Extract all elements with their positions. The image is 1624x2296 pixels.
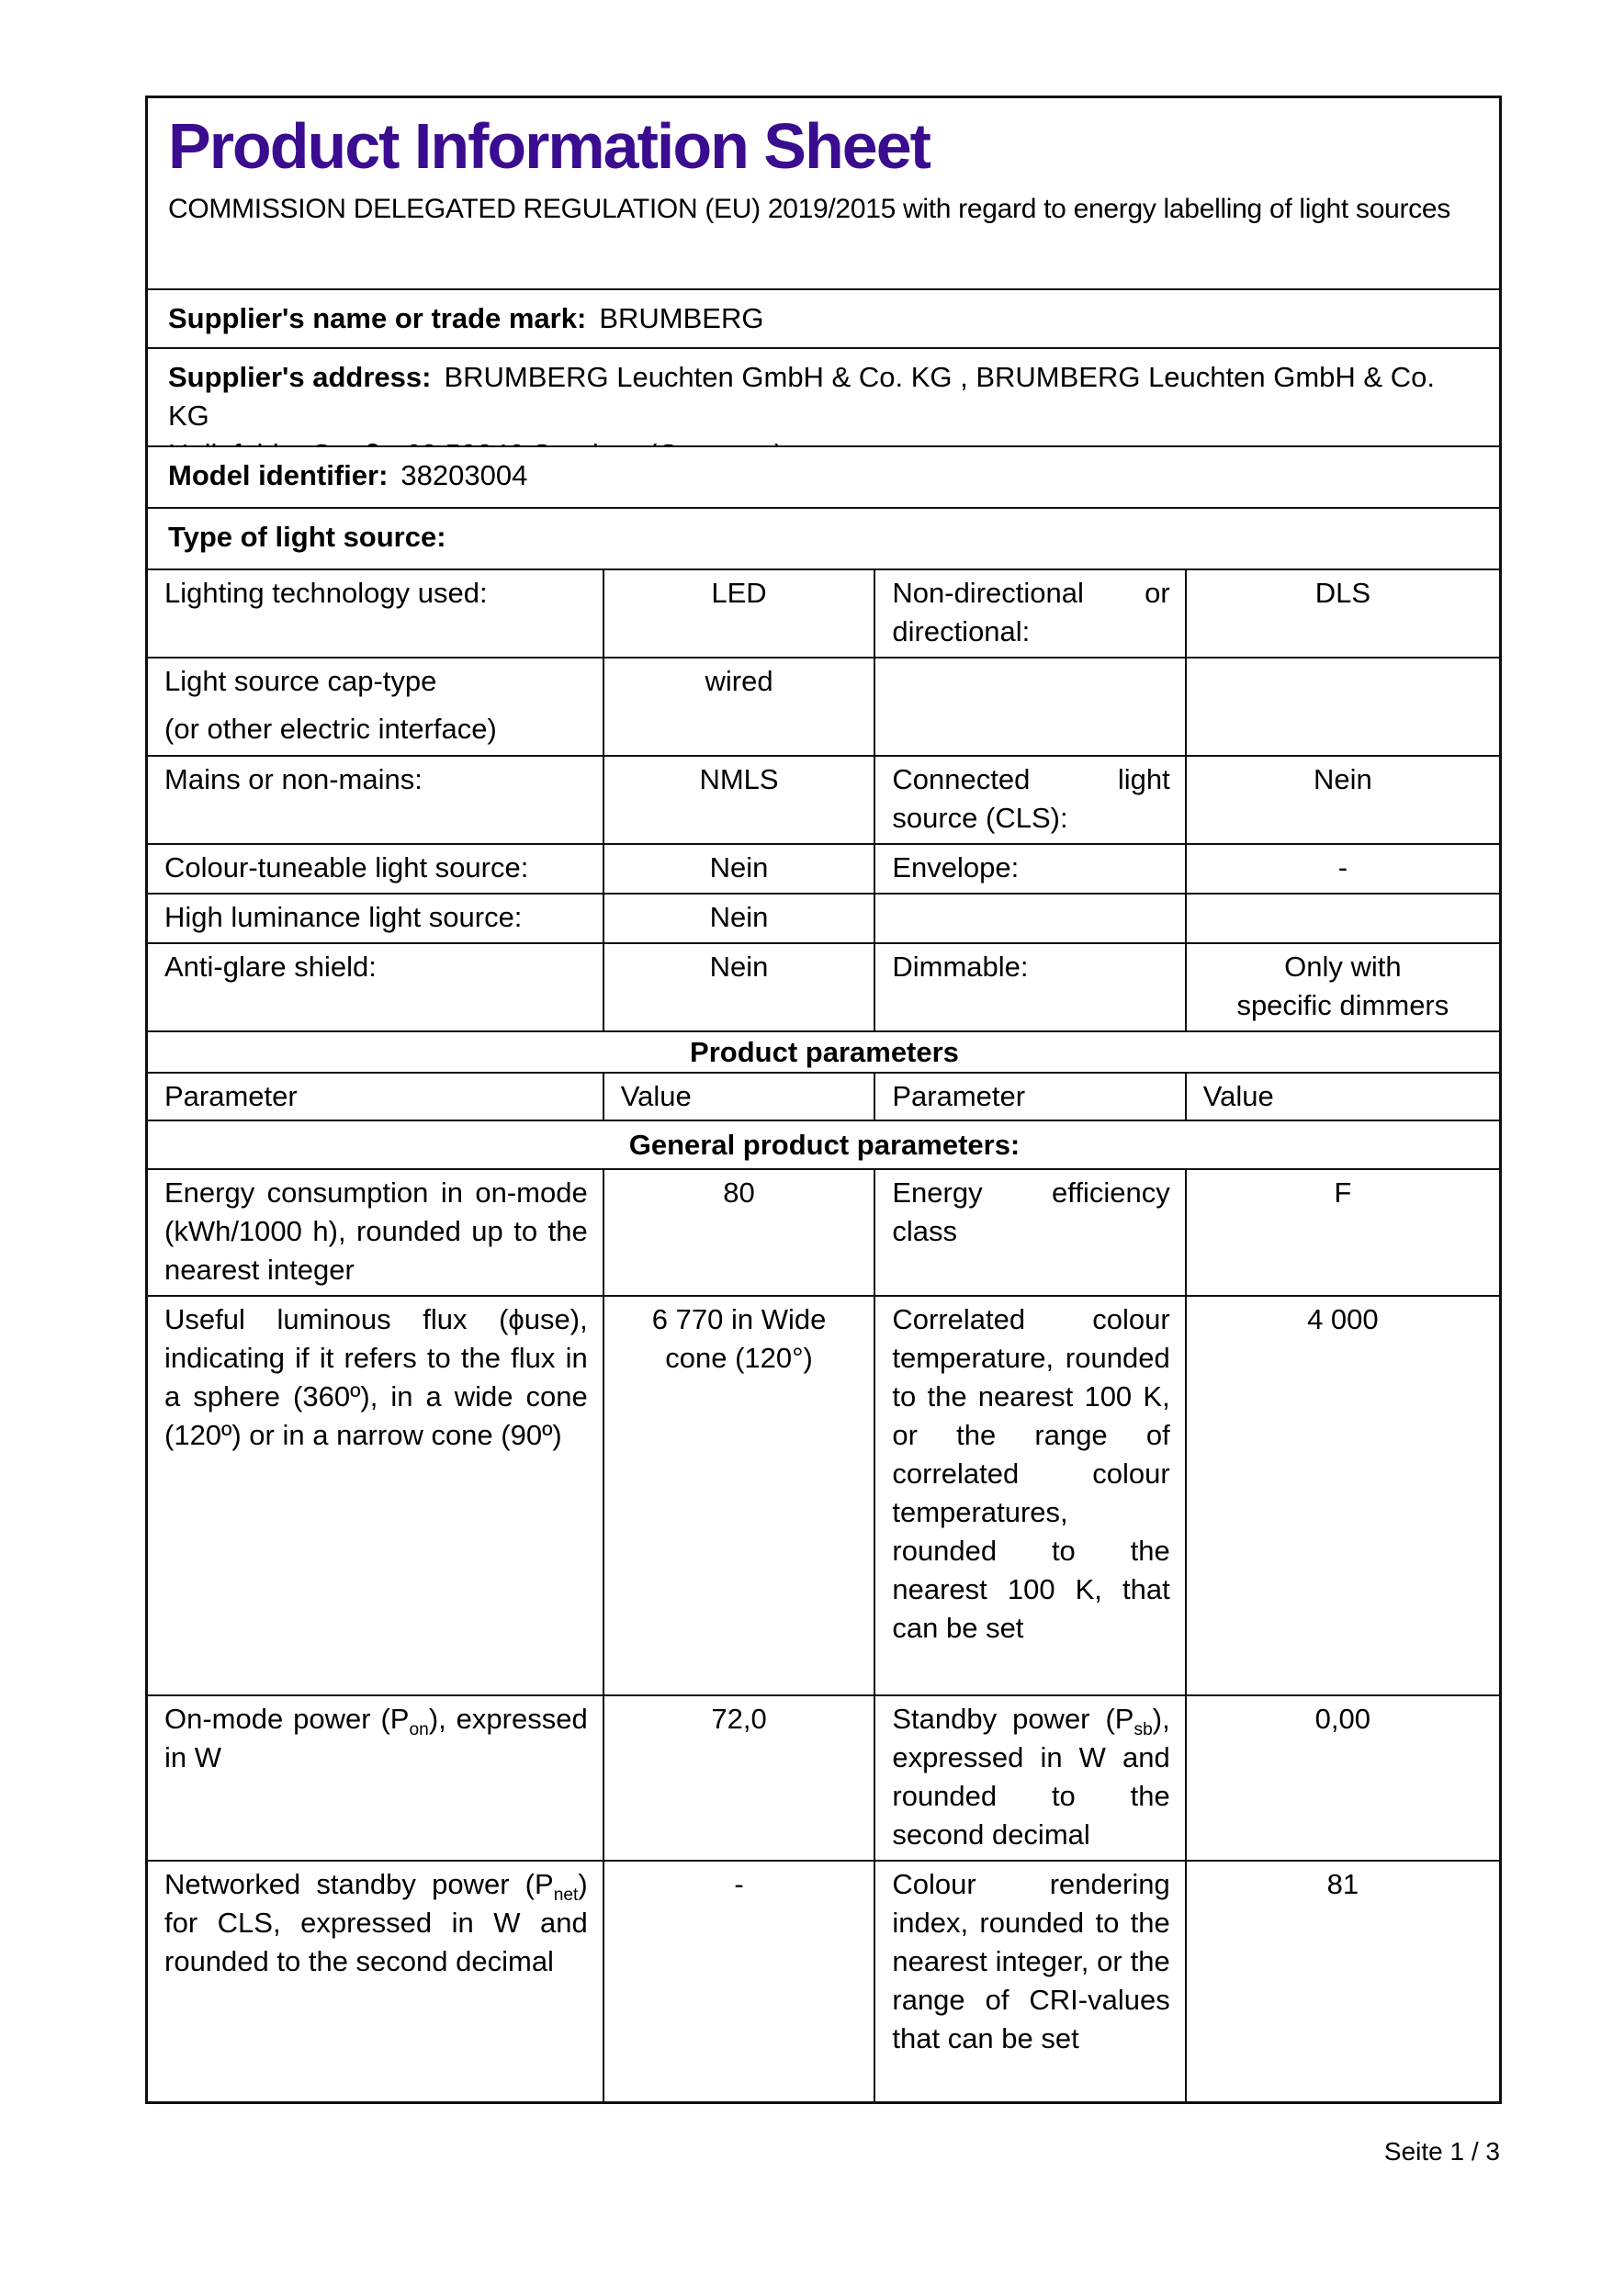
value-cell: Nein (602, 843, 876, 895)
table-row: Light source cap-type (or other electric… (148, 657, 1499, 757)
value-cell: 6 770 in Wide cone (120°) (602, 1295, 876, 1696)
table-row: Networked standby power (Pnet) for CLS, … (148, 1860, 1499, 2101)
value-cell: Nein (1184, 755, 1499, 845)
param-subscript: net (553, 1885, 579, 1906)
model-identifier-label: Model identifier: (168, 459, 389, 491)
param-cell: Envelope: (874, 843, 1187, 895)
column-header: Value (602, 1072, 876, 1121)
param-cell: Useful luminous flux (ϕuse), indicating … (148, 1295, 604, 1696)
value-cell: wired (602, 657, 876, 757)
param-cell: Correlated colour temperature, rounded t… (874, 1295, 1187, 1696)
param-text: On-mode power (P (164, 1703, 410, 1735)
page-number: Seite 1 / 3 (1383, 2137, 1500, 2166)
param-text: ), expressed in W (164, 1703, 588, 1773)
param-cell: Non-directional or directional: (874, 570, 1187, 658)
table-row: On-mode power (Pon), expressed in W 72,0… (148, 1694, 1499, 1862)
value-line1: Only with (1284, 951, 1402, 983)
empty-cell (874, 893, 1187, 944)
value-cell: DLS (1184, 570, 1499, 658)
value-line1: 6 770 in Wide (651, 1303, 827, 1335)
column-header: Parameter (874, 1072, 1187, 1121)
empty-cell (1184, 657, 1499, 757)
section-header-row: General product parameters: (148, 1120, 1499, 1170)
supplier-name-label: Supplier's name or trade mark: (168, 302, 587, 334)
column-header-row: Parameter Value Parameter Value (148, 1072, 1499, 1121)
value-cell: - (602, 1860, 876, 2101)
supplier-name-value: BRUMBERG (599, 302, 764, 334)
param-text: Standby power (P (892, 1703, 1134, 1735)
table-row: Colour-tuneable light source: Nein Envel… (148, 843, 1499, 895)
param-cell: Light source cap-type (or other electric… (148, 657, 604, 757)
empty-cell (874, 657, 1187, 757)
column-header: Value (1184, 1072, 1499, 1121)
param-cell: High luminance light source: (148, 893, 604, 944)
value-cell: LED (602, 570, 876, 658)
value-line2: cone (120°) (665, 1342, 813, 1374)
model-identifier-row: Model identifier: 38203004 (148, 447, 1499, 509)
param-text: ), expressed in W and rounded to the sec… (892, 1703, 1170, 1851)
document-header: Product Information Sheet COMMISSION DEL… (148, 98, 1499, 290)
param-cell: Dimmable: (874, 942, 1187, 1032)
value-cell: 4 000 (1184, 1295, 1499, 1696)
general-parameters-heading: General product parameters: (148, 1120, 1499, 1170)
supplier-name-row: Supplier's name or trade mark: BRUMBERG (148, 290, 1499, 349)
column-header: Parameter (148, 1072, 604, 1121)
param-text: ) for CLS, expressed in W and rounded to… (164, 1868, 588, 1977)
value-cell: F (1184, 1168, 1499, 1297)
page-title: Product Information Sheet (168, 110, 931, 182)
param-line2: (or other electric interface) (164, 713, 497, 745)
model-identifier-value: 38203004 (400, 459, 528, 491)
param-subscript: on (409, 1720, 429, 1740)
empty-cell (1184, 893, 1499, 944)
product-parameters-heading: Product parameters (148, 1030, 1499, 1074)
param-cell: Standby power (Psb), expressed in W and … (874, 1694, 1187, 1862)
table-row: Useful luminous flux (ϕuse), indicating … (148, 1295, 1499, 1696)
parameters-table: Lighting technology used: LED Non-direct… (148, 570, 1499, 2101)
param-cell: Lighting technology used: (148, 570, 604, 658)
table-row: Anti-glare shield: Nein Dimmable: Only w… (148, 942, 1499, 1032)
param-cell: Energy efficiency class (874, 1168, 1187, 1297)
value-cell: 72,0 (602, 1694, 876, 1862)
type-of-light-source-row: Type of light source: (148, 509, 1499, 570)
supplier-address-label: Supplier's address: (168, 361, 432, 393)
param-subscript: sb (1133, 1720, 1153, 1740)
document-box: Product Information Sheet COMMISSION DEL… (145, 96, 1502, 2104)
table-row: High luminance light source: Nein (148, 893, 1499, 944)
supplier-address-row: Supplier's address: BRUMBERG Leuchten Gmb… (148, 349, 1499, 447)
value-cell: Nein (602, 893, 876, 944)
supplier-address-value-line2: Hellefelder Straße 63 59846 Sundern (Ger… (168, 435, 1477, 445)
param-line1: Light source cap-type (164, 665, 437, 697)
param-cell: Mains or non-mains: (148, 755, 604, 845)
type-of-light-source-label: Type of light source: (168, 521, 446, 553)
table-row: Lighting technology used: LED Non-direct… (148, 570, 1499, 658)
regulation-text: COMMISSION DELEGATED REGULATION (EU) 201… (168, 194, 1450, 224)
table-row: Mains or non-mains: NMLS Connected light… (148, 755, 1499, 845)
param-cell: Connected light source (CLS): (874, 755, 1187, 845)
param-cell: Anti-glare shield: (148, 942, 604, 1032)
supplier-address-value-line1: BRUMBERG Leuchten GmbH & Co. KG , BRUMBE… (168, 361, 1435, 432)
value-cell: Nein (602, 942, 876, 1032)
param-cell: Colour-tuneable light source: (148, 843, 604, 895)
value-cell: 81 (1184, 1860, 1499, 2101)
value-cell: Only with specific dimmers (1184, 942, 1499, 1032)
param-cell: On-mode power (Pon), expressed in W (148, 1694, 604, 1862)
param-cell: Colour rendering index, rounded to the n… (874, 1860, 1187, 2101)
value-cell: 80 (602, 1168, 876, 1297)
param-cell: Energy consumption in on-mode (kWh/1000 … (148, 1168, 604, 1297)
param-text: Networked standby power (P (164, 1868, 554, 1900)
value-cell: 0,00 (1184, 1694, 1499, 1862)
value-cell: NMLS (602, 755, 876, 845)
table-row: Energy consumption in on-mode (kWh/1000 … (148, 1168, 1499, 1297)
supplier-address-line1: Supplier's address: BRUMBERG Leuchten Gmb… (168, 358, 1477, 435)
value-cell: - (1184, 843, 1499, 895)
value-line2: specific dimmers (1236, 989, 1449, 1021)
section-header-row: Product parameters (148, 1030, 1499, 1074)
param-cell: Networked standby power (Pnet) for CLS, … (148, 1860, 604, 2101)
